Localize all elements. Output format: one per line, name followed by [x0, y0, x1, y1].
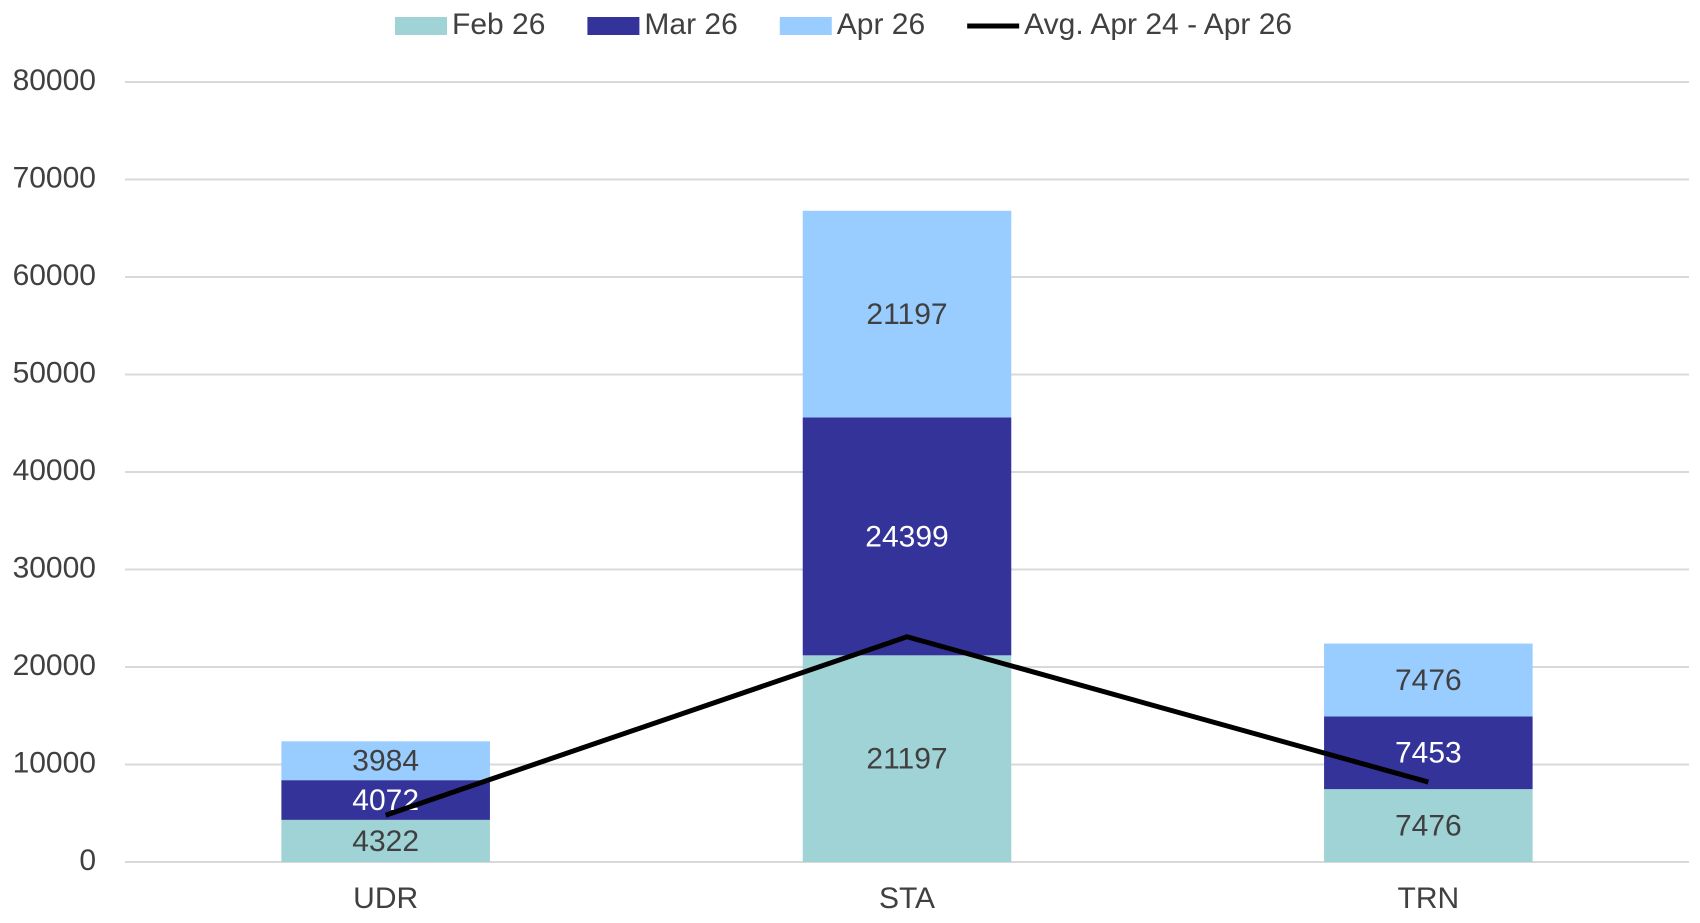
x-tick-label: TRN [1398, 882, 1460, 915]
data-label: 3984 [352, 745, 419, 778]
y-tick-label: 20000 [13, 649, 96, 682]
bar-segment [281, 819, 490, 862]
data-label: 21197 [866, 743, 947, 776]
legend-swatch [779, 17, 832, 35]
legend-label: Avg. Apr 24 - Apr 26 [1024, 8, 1292, 41]
data-label: 4322 [352, 825, 419, 858]
y-tick-label: 80000 [13, 64, 96, 97]
bar-segment [802, 417, 1012, 656]
bar-segment [802, 655, 1012, 862]
legend-swatch [587, 17, 640, 35]
data-label: 7453 [1395, 737, 1462, 770]
y-tick-label: 0 [79, 844, 96, 877]
data-label: 7476 [1395, 664, 1462, 697]
data-label: 21197 [866, 298, 947, 331]
data-label: 4072 [352, 784, 419, 817]
y-tick-label: 60000 [13, 259, 96, 292]
bar-segment [281, 741, 490, 781]
x-tick-label: STA [879, 882, 935, 915]
y-tick-label: 40000 [13, 454, 96, 487]
legend-label: Apr 26 [837, 8, 925, 41]
y-tick-label: 50000 [13, 356, 96, 389]
y-tick-label: 70000 [13, 161, 96, 194]
data-label: 7476 [1395, 809, 1462, 842]
legend-label: Mar 26 [644, 8, 737, 41]
legend-label: Feb 26 [452, 8, 545, 41]
y-tick-label: 10000 [13, 746, 96, 779]
line [384, 634, 1430, 818]
bar-segment [1324, 789, 1533, 862]
legend-swatch [395, 17, 447, 35]
x-tick-label: UDR [353, 882, 418, 915]
y-tick-label: 30000 [13, 551, 96, 584]
data-label: 24399 [865, 520, 948, 553]
bar-segment [1324, 716, 1533, 790]
bar-segment [1324, 643, 1533, 717]
bar-segment [802, 210, 1012, 418]
